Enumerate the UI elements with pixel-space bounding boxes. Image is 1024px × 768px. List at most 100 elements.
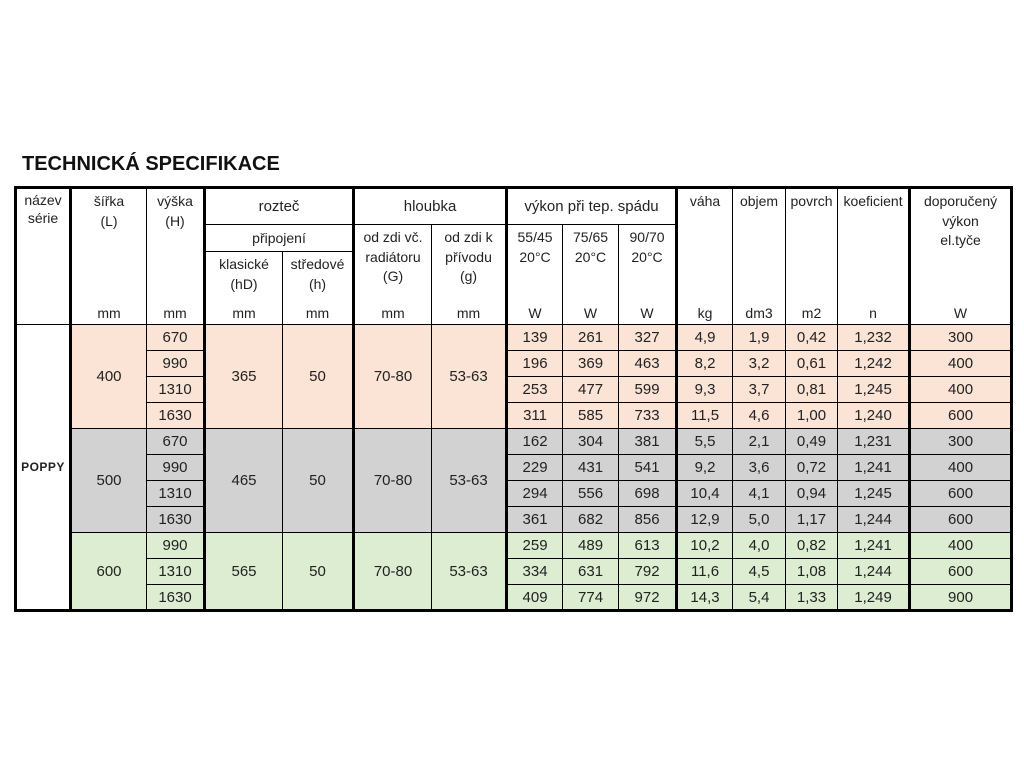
col-header-power-90-70: 90/70 20°C W [618, 224, 679, 325]
cell-weight: 9,3 [676, 376, 734, 403]
cell-power-55-45: 139 [506, 324, 564, 351]
cell-weight: 14,3 [676, 584, 734, 611]
cell-weight: 4,9 [676, 324, 734, 351]
cell-volume: 3,6 [732, 454, 787, 481]
cell-coefficient: 1,241 [837, 454, 912, 481]
cell-coefficient: 1,241 [837, 532, 912, 559]
cell-coefficient: 1,242 [837, 350, 912, 377]
cell-coefficient: 1,232 [837, 324, 912, 351]
cell-pitch-central: 50 [281, 532, 356, 611]
cell-volume: 4,5 [732, 558, 787, 585]
cell-surface: 0,82 [785, 532, 839, 559]
cell-volume: 1,9 [732, 324, 787, 351]
cell-power-90-70: 856 [618, 506, 679, 533]
cell-recommended-power: 400 [909, 376, 1013, 403]
cell-weight: 12,9 [676, 506, 734, 533]
cell-surface: 0,61 [785, 350, 839, 377]
cell-power-55-45: 334 [506, 558, 564, 585]
cell-power-55-45: 229 [506, 454, 564, 481]
cell-power-90-70: 733 [618, 402, 679, 429]
cell-weight: 10,2 [676, 532, 734, 559]
cell-power-55-45: 162 [506, 428, 564, 455]
cell-surface: 1,00 [785, 402, 839, 429]
cell-width: 400 [70, 324, 147, 429]
cell-power-55-45: 409 [506, 584, 564, 611]
cell-height: 1630 [146, 402, 206, 429]
cell-coefficient: 1,245 [837, 376, 912, 403]
cell-width: 500 [70, 428, 147, 533]
cell-height: 990 [146, 532, 206, 559]
cell-recommended-power: 600 [909, 558, 1013, 585]
col-header-width: šířka (L) mm [70, 187, 147, 325]
cell-power-90-70: 327 [618, 324, 679, 351]
cell-power-75-65: 261 [562, 324, 620, 351]
cell-volume: 2,1 [732, 428, 787, 455]
cell-recommended-power: 400 [909, 350, 1013, 377]
cell-depth-incl: 70-80 [353, 532, 433, 611]
cell-recommended-power: 300 [909, 428, 1013, 455]
cell-power-75-65: 585 [562, 402, 620, 429]
cell-power-75-65: 369 [562, 350, 620, 377]
cell-recommended-power: 400 [909, 454, 1013, 481]
cell-height: 1310 [146, 480, 206, 507]
cell-weight: 5,5 [676, 428, 734, 455]
cell-height: 1630 [146, 584, 206, 611]
cell-volume: 5,0 [732, 506, 787, 533]
cell-coefficient: 1,231 [837, 428, 912, 455]
cell-volume: 4,1 [732, 480, 787, 507]
col-header-power-75-65: 75/65 20°C W [562, 224, 620, 325]
cell-pitch-classic: 565 [204, 532, 283, 611]
col-header-series: název série [15, 187, 72, 325]
cell-power-55-45: 311 [506, 402, 564, 429]
cell-power-75-65: 556 [562, 480, 620, 507]
cell-surface: 1,33 [785, 584, 839, 611]
cell-height: 990 [146, 454, 206, 481]
cell-weight: 8,2 [676, 350, 734, 377]
series-name-cell: POPPY [15, 324, 72, 611]
col-header-power-55-45: 55/45 20°C W [506, 224, 564, 325]
cell-power-90-70: 698 [618, 480, 679, 507]
cell-power-90-70: 972 [618, 584, 679, 611]
cell-power-90-70: 381 [618, 428, 679, 455]
cell-weight: 10,4 [676, 480, 734, 507]
cell-coefficient: 1,245 [837, 480, 912, 507]
cell-height: 1630 [146, 506, 206, 533]
cell-weight: 9,2 [676, 454, 734, 481]
cell-power-55-45: 253 [506, 376, 564, 403]
cell-coefficient: 1,240 [837, 402, 912, 429]
subheader-connection: připojení [203, 224, 356, 252]
col-header-coefficient: koeficient n [837, 187, 912, 325]
cell-power-75-65: 477 [562, 376, 620, 403]
cell-power-75-65: 431 [562, 454, 620, 481]
cell-power-90-70: 613 [618, 532, 679, 559]
cell-height: 670 [146, 324, 206, 351]
cell-volume: 4,0 [732, 532, 787, 559]
cell-coefficient: 1,244 [837, 558, 912, 585]
cell-weight: 11,5 [676, 402, 734, 429]
col-header-height: výška (H) mm [146, 187, 206, 325]
cell-surface: 0,72 [785, 454, 839, 481]
cell-power-90-70: 792 [618, 558, 679, 585]
cell-recommended-power: 600 [909, 480, 1013, 507]
cell-surface: 1,08 [785, 558, 839, 585]
cell-pitch-central: 50 [281, 428, 356, 533]
cell-recommended-power: 400 [909, 532, 1013, 559]
cell-height: 1310 [146, 376, 206, 403]
cell-power-55-45: 294 [506, 480, 564, 507]
page-title: TECHNICKÁ SPECIFIKACE [22, 153, 280, 175]
cell-volume: 4,6 [732, 402, 787, 429]
cell-volume: 5,4 [732, 584, 787, 611]
cell-power-90-70: 463 [618, 350, 679, 377]
cell-surface: 1,17 [785, 506, 839, 533]
cell-height: 1310 [146, 558, 206, 585]
cell-pitch-central: 50 [281, 324, 356, 429]
cell-power-90-70: 599 [618, 376, 679, 403]
cell-power-90-70: 541 [618, 454, 679, 481]
cell-recommended-power: 600 [909, 506, 1013, 533]
cell-volume: 3,7 [732, 376, 787, 403]
cell-power-55-45: 196 [506, 350, 564, 377]
cell-recommended-power: 300 [909, 324, 1013, 351]
cell-power-55-45: 361 [506, 506, 564, 533]
cell-depth-supply: 53-63 [431, 324, 509, 429]
cell-power-75-65: 304 [562, 428, 620, 455]
